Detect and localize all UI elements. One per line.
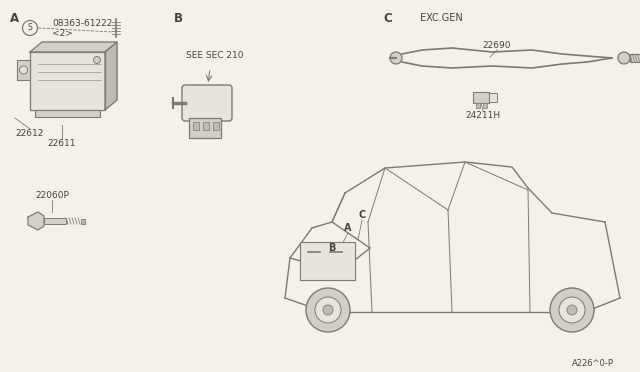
Bar [35, 110, 100, 117]
Bar [489, 93, 497, 102]
Text: C: C [383, 12, 392, 25]
Text: 08363-61222: 08363-61222 [52, 19, 113, 28]
Text: 22060P: 22060P [35, 190, 69, 199]
Text: B: B [173, 12, 182, 25]
Text: EXC.GEN: EXC.GEN [420, 13, 463, 23]
Circle shape [323, 305, 333, 315]
Bar [193, 122, 199, 130]
Bar [483, 103, 487, 108]
Circle shape [306, 288, 350, 332]
Circle shape [559, 297, 585, 323]
Bar [81, 219, 85, 224]
Text: A226^0-P: A226^0-P [572, 359, 614, 369]
Polygon shape [28, 212, 44, 230]
Bar [203, 122, 209, 130]
Polygon shape [30, 42, 117, 52]
Circle shape [567, 305, 577, 315]
Bar [473, 92, 489, 103]
Text: 22611: 22611 [48, 138, 76, 148]
Text: S: S [28, 23, 33, 32]
Bar [44, 218, 66, 224]
Text: A: A [344, 223, 352, 233]
Text: 22690: 22690 [483, 41, 511, 49]
Polygon shape [105, 42, 117, 110]
Bar [300, 242, 355, 280]
Bar [630, 54, 640, 62]
Text: 22612: 22612 [16, 128, 44, 138]
Text: 24211H: 24211H [465, 110, 500, 119]
FancyBboxPatch shape [182, 85, 232, 121]
Circle shape [19, 66, 28, 74]
Bar [213, 122, 219, 130]
Text: SEE SEC 210: SEE SEC 210 [186, 51, 244, 60]
Text: B: B [328, 243, 336, 253]
Text: <2>: <2> [52, 29, 73, 38]
Circle shape [550, 288, 594, 332]
Bar [189, 118, 221, 138]
Bar [476, 103, 480, 108]
Bar [17, 60, 30, 80]
Circle shape [618, 52, 630, 64]
Circle shape [315, 297, 341, 323]
Text: A: A [10, 12, 19, 25]
Text: C: C [358, 210, 365, 220]
Circle shape [93, 57, 100, 64]
Bar [30, 52, 105, 110]
Circle shape [390, 52, 402, 64]
